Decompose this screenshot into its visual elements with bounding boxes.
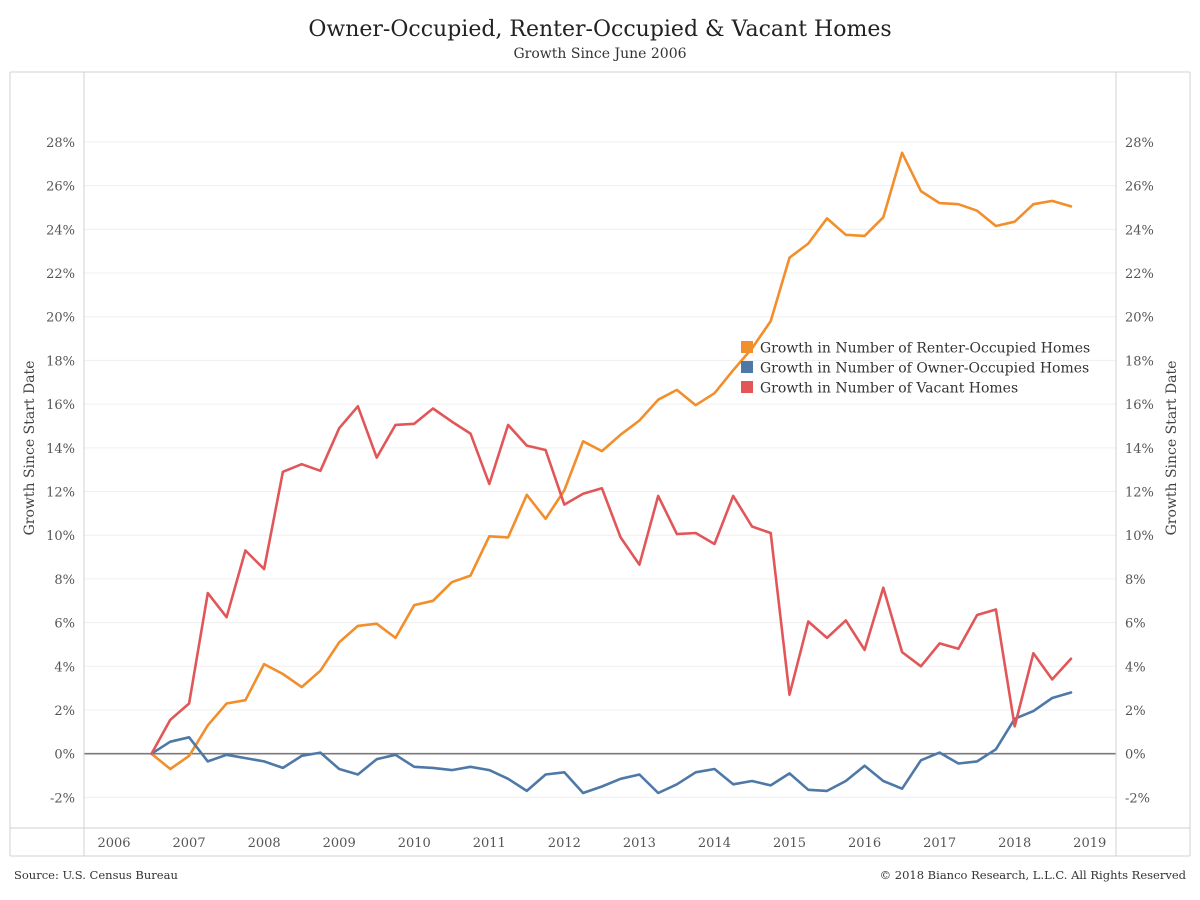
y-tick-label-left: 24% <box>46 223 75 238</box>
y-tick-label-left: 12% <box>46 486 75 501</box>
x-tick-label: 2008 <box>248 836 281 851</box>
y-tick-label-right: 18% <box>1125 354 1154 369</box>
y-tick-label-right: 6% <box>1125 617 1146 632</box>
y-tick-label-right: 10% <box>1125 529 1154 544</box>
y-tick-label-right: 2% <box>1125 704 1146 719</box>
y-tick-label-right: 16% <box>1125 398 1154 413</box>
series-line-3 <box>150 405 1073 755</box>
x-tick-label: 2015 <box>773 836 806 851</box>
y-tick-label-right: -2% <box>1125 791 1150 806</box>
y-tick-label-left: 0% <box>54 748 75 763</box>
y-tick-label-left: 8% <box>54 573 75 588</box>
gridlines <box>84 141 1116 798</box>
legend-swatch <box>741 381 753 393</box>
x-tick-label: 2007 <box>173 836 206 851</box>
y-tick-label-left: 16% <box>46 398 75 413</box>
y-tick-label-left: 10% <box>46 529 75 544</box>
chart-subtitle: Growth Since June 2006 <box>513 46 687 62</box>
x-tick-label: 2018 <box>998 836 1031 851</box>
y-tick-label-right: 28% <box>1125 136 1154 151</box>
x-axis-ticks: 2006 2007 2008 2009 2010 2011 2012 2013 2014 2015… <box>97 836 1106 851</box>
y-tick-label-left: 28% <box>46 136 75 151</box>
legend: Growth in Number of Renter-Occupied Home… <box>741 341 1090 397</box>
y-axis-left-title: Growth Since Start Date <box>22 361 38 536</box>
x-tick-label: 2013 <box>623 836 656 851</box>
x-tick-label: 2019 <box>1073 836 1106 851</box>
y-tick-label-left: 20% <box>46 311 75 326</box>
legend-label: Growth in Number of Renter-Occupied Home… <box>760 341 1090 357</box>
y-tick-label-left: 22% <box>46 267 75 282</box>
chart-frame <box>9 71 1191 857</box>
legend-label: Growth in Number of Vacant Homes <box>760 381 1018 397</box>
y-axis-left-ticks: -2% 0% 2% 4% 6% 8% 10% 12% 14% 16% 18% 20% 22% 24% 26%… <box>46 136 75 806</box>
copyright-note: © 2018 Bianco Research, L.L.C. All Right… <box>879 868 1186 882</box>
x-tick-label: 2017 <box>923 836 956 851</box>
y-tick-label-left: 6% <box>54 617 75 632</box>
y-tick-label-left: 4% <box>54 660 75 675</box>
x-tick-label: 2012 <box>548 836 581 851</box>
x-tick-label: 2014 <box>698 836 731 851</box>
y-axis-right-title: Growth Since Start Date <box>1164 361 1180 536</box>
y-tick-label-left: 18% <box>46 354 75 369</box>
y-tick-label-right: 4% <box>1125 660 1146 675</box>
source-note: Source: U.S. Census Bureau <box>14 868 178 882</box>
legend-label: Growth in Number of Owner-Occupied Homes <box>760 361 1089 377</box>
y-tick-label-right: 12% <box>1125 486 1154 501</box>
y-tick-label-left: 14% <box>46 442 75 457</box>
legend-swatch <box>741 361 753 373</box>
x-tick-label: 2016 <box>848 836 881 851</box>
x-tick-label: 2011 <box>473 836 506 851</box>
x-tick-label: 2006 <box>97 836 130 851</box>
y-tick-label-right: 0% <box>1125 748 1146 763</box>
y-tick-label-right: 22% <box>1125 267 1154 282</box>
y-tick-label-right: 8% <box>1125 573 1146 588</box>
y-tick-label-left: -2% <box>50 791 75 806</box>
series-lines <box>150 151 1073 795</box>
x-tick-label: 2010 <box>398 836 431 851</box>
y-tick-label-right: 14% <box>1125 442 1154 457</box>
y-tick-label-left: 26% <box>46 180 75 195</box>
y-axis-right-ticks: -2% 0% 2% 4% 6% 8% 10% 12% 14% 16% 18% 20% 22% 24% 26%… <box>1125 136 1154 806</box>
y-tick-label-right: 24% <box>1125 223 1154 238</box>
legend-swatch <box>741 341 753 353</box>
chart-title: Owner-Occupied, Renter-Occupied & Vacant… <box>308 17 892 42</box>
series-line-2 <box>150 691 1073 795</box>
x-tick-label: 2009 <box>323 836 356 851</box>
y-tick-label-right: 20% <box>1125 311 1154 326</box>
series-line-1 <box>150 151 1073 771</box>
y-tick-label-left: 2% <box>54 704 75 719</box>
y-tick-label-right: 26% <box>1125 180 1154 195</box>
